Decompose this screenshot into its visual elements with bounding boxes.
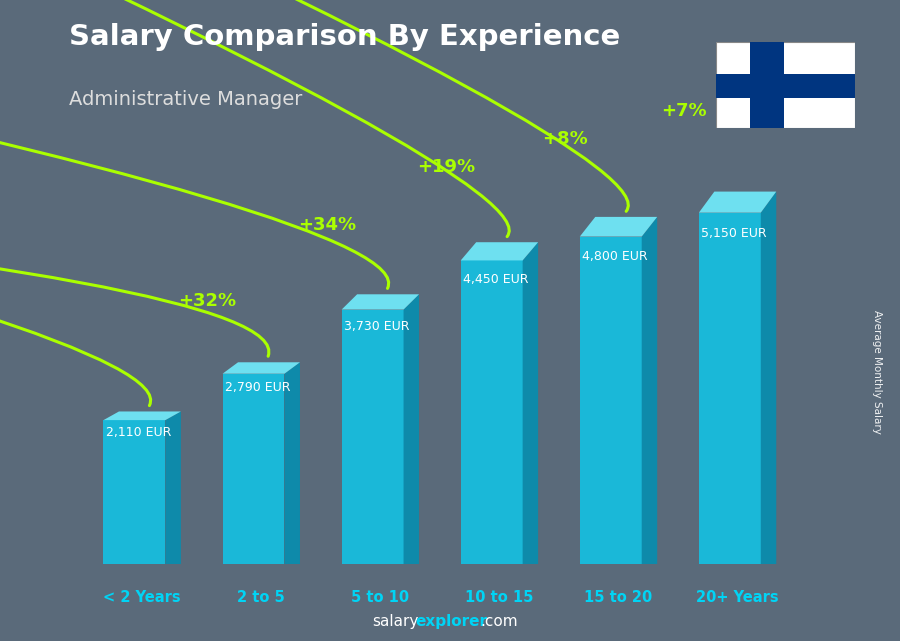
Text: 4,450 EUR: 4,450 EUR — [464, 272, 528, 286]
Text: 3,730 EUR: 3,730 EUR — [344, 320, 410, 333]
Polygon shape — [403, 294, 419, 564]
Text: salary: salary — [372, 615, 418, 629]
Polygon shape — [284, 362, 300, 564]
Text: 15 to 20: 15 to 20 — [584, 590, 652, 605]
Polygon shape — [342, 310, 403, 564]
Bar — [716, 74, 855, 98]
Polygon shape — [523, 242, 538, 564]
Text: +19%: +19% — [417, 158, 475, 176]
Polygon shape — [642, 217, 657, 564]
Polygon shape — [342, 294, 419, 310]
Text: 20+ Years: 20+ Years — [697, 590, 778, 605]
Polygon shape — [461, 260, 523, 564]
Polygon shape — [580, 237, 642, 564]
Polygon shape — [461, 242, 538, 260]
Text: 5 to 10: 5 to 10 — [351, 590, 410, 605]
Text: 10 to 15: 10 to 15 — [465, 590, 534, 605]
Polygon shape — [760, 192, 777, 564]
Polygon shape — [104, 420, 166, 564]
Bar — [751, 42, 784, 128]
Text: 4,800 EUR: 4,800 EUR — [582, 249, 648, 263]
Text: 5,150 EUR: 5,150 EUR — [701, 227, 767, 240]
Text: 2 to 5: 2 to 5 — [238, 590, 285, 605]
Text: 2,110 EUR: 2,110 EUR — [106, 426, 171, 439]
Text: 2,790 EUR: 2,790 EUR — [225, 381, 291, 394]
Text: Salary Comparison By Experience: Salary Comparison By Experience — [69, 22, 620, 51]
Text: +32%: +32% — [178, 292, 237, 310]
Polygon shape — [699, 192, 777, 213]
Polygon shape — [699, 213, 760, 564]
Text: explorer: explorer — [416, 615, 488, 629]
Polygon shape — [104, 412, 181, 420]
Text: < 2 Years: < 2 Years — [104, 590, 181, 605]
Text: +8%: +8% — [542, 130, 588, 148]
Text: +7%: +7% — [662, 102, 706, 120]
Polygon shape — [580, 217, 657, 237]
Text: .com: .com — [481, 615, 518, 629]
Polygon shape — [166, 412, 181, 564]
Polygon shape — [222, 362, 300, 374]
Polygon shape — [222, 374, 284, 564]
Text: Administrative Manager: Administrative Manager — [69, 90, 302, 109]
Text: +34%: +34% — [298, 216, 356, 234]
Text: Average Monthly Salary: Average Monthly Salary — [871, 310, 882, 434]
